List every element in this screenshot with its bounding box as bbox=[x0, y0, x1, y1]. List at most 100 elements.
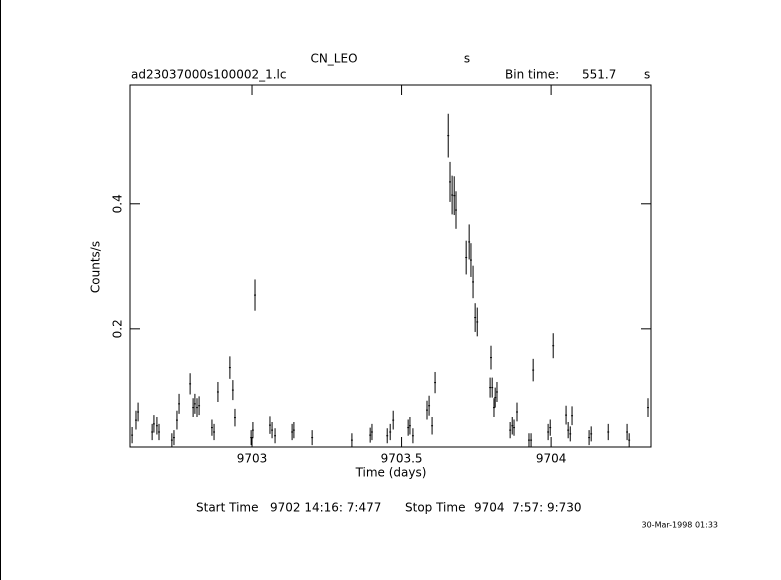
data-point bbox=[509, 421, 512, 439]
data-point bbox=[411, 428, 414, 444]
data-point bbox=[567, 421, 570, 439]
data-point bbox=[465, 240, 468, 275]
x-tick-label: 9703 bbox=[237, 452, 268, 466]
data-point bbox=[628, 433, 631, 447]
data-point bbox=[192, 398, 195, 417]
data-point bbox=[451, 175, 454, 215]
data-point bbox=[311, 430, 314, 446]
bin-time-unit: s bbox=[644, 68, 650, 82]
data-point bbox=[626, 423, 629, 441]
data-point bbox=[472, 265, 475, 299]
data-point bbox=[250, 430, 253, 446]
start-label: Start Time bbox=[196, 501, 259, 515]
data-point bbox=[455, 191, 457, 229]
data-point bbox=[607, 423, 610, 441]
data-point bbox=[176, 410, 178, 430]
data-point bbox=[434, 371, 437, 394]
data-point bbox=[254, 279, 256, 311]
data-point bbox=[137, 402, 140, 422]
start-time: 9702 14:16: 7:477 bbox=[270, 501, 381, 515]
data-point bbox=[565, 405, 568, 425]
data-point bbox=[213, 423, 215, 441]
data-point bbox=[511, 416, 514, 435]
data-point bbox=[193, 393, 196, 414]
data-point bbox=[151, 423, 154, 441]
data-point bbox=[426, 400, 428, 420]
bin-time-label: Bin time: bbox=[505, 68, 559, 82]
data-point bbox=[588, 430, 591, 446]
data-point bbox=[494, 387, 497, 408]
data-point bbox=[491, 377, 494, 398]
data-point bbox=[291, 423, 294, 441]
x-tick-label: 9704 bbox=[536, 452, 567, 466]
data-point bbox=[292, 421, 295, 439]
data-point bbox=[371, 423, 373, 441]
data-point bbox=[552, 333, 555, 359]
data-point bbox=[490, 345, 492, 370]
data-point bbox=[528, 433, 530, 447]
title-unit: s bbox=[464, 52, 470, 66]
data-point bbox=[386, 428, 389, 444]
data-point bbox=[216, 381, 219, 402]
data-point bbox=[135, 410, 137, 430]
stop-time: 9704 7:57: 9:730 bbox=[474, 501, 582, 515]
data-point bbox=[234, 408, 236, 427]
data-point bbox=[493, 398, 495, 417]
y-tick-label: 0.2 bbox=[111, 319, 125, 338]
data-point bbox=[189, 373, 192, 395]
data-point bbox=[449, 161, 451, 202]
data-point bbox=[408, 416, 411, 435]
plot-frame bbox=[129, 84, 652, 448]
data-point bbox=[155, 416, 158, 435]
data-point bbox=[489, 377, 492, 398]
data-point bbox=[274, 428, 277, 444]
data-point bbox=[469, 243, 472, 277]
data-point bbox=[549, 419, 552, 436]
data-point bbox=[392, 410, 395, 430]
data-point bbox=[468, 224, 471, 260]
x-axis-label: Time (days) bbox=[355, 466, 427, 480]
data-point bbox=[269, 416, 271, 434]
data-point bbox=[152, 415, 155, 433]
data-point bbox=[407, 419, 410, 436]
data-point bbox=[569, 426, 572, 442]
data-point bbox=[158, 423, 160, 441]
stop-label: Stop Time bbox=[405, 501, 465, 515]
file-name: ad23037000s100002_1.lc bbox=[131, 68, 287, 82]
data-point bbox=[198, 396, 201, 416]
y-axis-label: Counts/s bbox=[89, 241, 103, 293]
data-point bbox=[271, 421, 274, 439]
data-point bbox=[231, 380, 234, 401]
data-point bbox=[131, 426, 134, 444]
data-point bbox=[590, 426, 593, 442]
data-point bbox=[431, 416, 434, 435]
chart-title: CN_LEO bbox=[310, 52, 357, 66]
date-stamp: 30-Mar-1998 01:33 bbox=[642, 521, 719, 530]
data-point bbox=[447, 113, 450, 158]
data-point bbox=[178, 393, 181, 414]
data-point bbox=[513, 419, 515, 436]
data-point bbox=[474, 303, 477, 332]
data-point bbox=[476, 307, 479, 337]
data-point bbox=[210, 419, 213, 436]
data-point bbox=[251, 421, 254, 439]
data-point bbox=[428, 395, 431, 416]
data-point bbox=[496, 381, 498, 402]
data-point bbox=[350, 433, 353, 447]
data-point bbox=[516, 402, 518, 422]
data-point bbox=[389, 423, 392, 441]
data-point bbox=[170, 433, 173, 447]
data-point bbox=[647, 398, 649, 417]
data-point bbox=[196, 398, 198, 417]
data-point bbox=[532, 358, 535, 382]
data-point bbox=[571, 406, 573, 426]
data-point bbox=[369, 427, 372, 443]
x-tick-label: 9703.5 bbox=[381, 452, 423, 466]
data-point bbox=[173, 430, 175, 446]
data-point bbox=[453, 176, 456, 216]
y-tick-label: 0.4 bbox=[111, 194, 125, 213]
data-point bbox=[228, 356, 231, 379]
